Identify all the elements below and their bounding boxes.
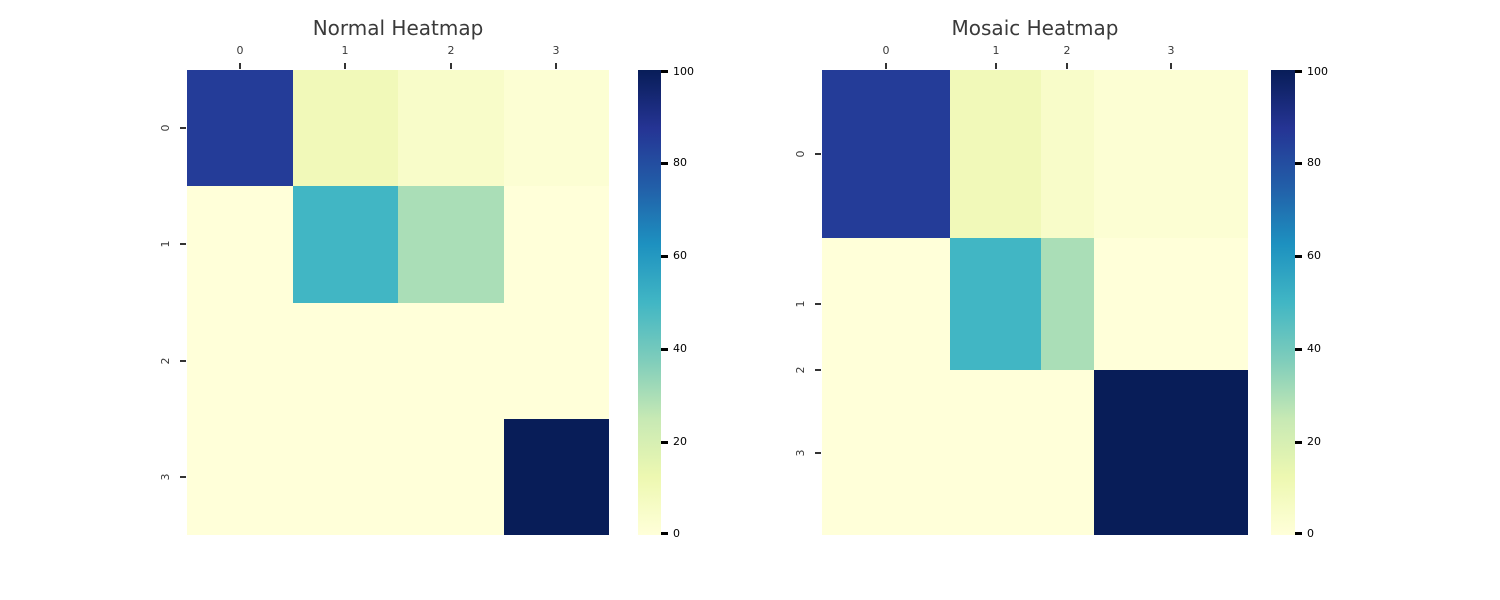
colorbar-tick-label-60: 60: [1307, 249, 1321, 262]
colorbar-tick-mark-0: [661, 532, 668, 535]
heatmap-cell-r2c1: [293, 303, 398, 419]
heatmap-cell-r1c0: [822, 238, 950, 370]
colorbar: [638, 70, 661, 535]
y-tick-mark-1: [815, 303, 821, 305]
x-tick-label-3: 3: [552, 44, 560, 57]
heatmap-cell-r3c3: [504, 419, 609, 535]
heatmap-cell-r2c0: [187, 303, 293, 419]
heatmap-cell-r3c2: [1041, 370, 1094, 535]
y-tick-label-1: 1: [794, 300, 807, 308]
colorbar-tick-mark-0: [1295, 532, 1302, 535]
heatmap-cell-r0c2: [398, 70, 504, 186]
heatmap-cell-r2c2: [398, 303, 504, 419]
colorbar-tick-mark-100: [661, 70, 668, 73]
heatmap-cell-r3c0: [822, 370, 950, 535]
colorbar-tick-mark-20: [1295, 441, 1302, 444]
colorbar-tick-mark-40: [661, 348, 668, 351]
colorbar-tick-mark-80: [661, 162, 668, 165]
colorbar-tick-label-40: 40: [673, 342, 687, 355]
y-tick-label-1: 1: [159, 240, 172, 248]
colorbar-tick-label-0: 0: [1307, 527, 1314, 540]
heatmap-cell-r0c1: [293, 70, 398, 186]
colorbar-tick-mark-100: [1295, 70, 1302, 73]
x-tick-mark-3: [555, 63, 557, 69]
colorbar-tick-label-20: 20: [1307, 435, 1321, 448]
heatmap-cell-r1c1: [950, 238, 1041, 370]
colorbar: [1271, 70, 1295, 535]
heatmap-cell-r3c1: [950, 370, 1041, 535]
x-tick-mark-0: [885, 63, 887, 69]
x-tick-mark-2: [450, 63, 452, 69]
mosaic-heatmap-grid: [822, 70, 1248, 535]
colorbar-tick-label-60: 60: [673, 249, 687, 262]
y-tick-label-2: 2: [159, 357, 172, 365]
y-tick-mark-2: [815, 369, 821, 371]
x-tick-mark-0: [239, 63, 241, 69]
heatmap-cell-r1c2: [1041, 238, 1094, 370]
colorbar-tick-label-40: 40: [1307, 342, 1321, 355]
heatmap-cell-r0c0: [822, 70, 950, 238]
x-tick-mark-3: [1170, 63, 1172, 69]
x-tick-label-1: 1: [341, 44, 349, 57]
mosaic-heatmap-title: Mosaic Heatmap: [951, 16, 1119, 40]
heatmap-cell-r0c1: [950, 70, 1041, 238]
heatmap-cell-r0c3: [1094, 70, 1248, 238]
y-tick-label-3: 3: [159, 473, 172, 481]
colorbar-tick-label-80: 80: [1307, 156, 1321, 169]
x-tick-label-0: 0: [882, 44, 890, 57]
heatmap-cell-r1c0: [187, 186, 293, 303]
x-tick-mark-1: [995, 63, 997, 69]
heatmap-cell-r3c2: [398, 419, 504, 535]
y-tick-mark-0: [180, 127, 186, 129]
heatmap-cell-r3c3: [1094, 370, 1248, 535]
x-tick-label-1: 1: [992, 44, 1000, 57]
colorbar-tick-label-20: 20: [673, 435, 687, 448]
y-tick-mark-3: [180, 476, 186, 478]
x-tick-mark-2: [1066, 63, 1068, 69]
heatmap-cell-r3c0: [187, 419, 293, 535]
heatmap-cell-r0c3: [504, 70, 609, 186]
normal-heatmap-title: Normal Heatmap: [312, 16, 484, 40]
normal-heatmap-grid: [187, 70, 609, 535]
x-tick-label-3: 3: [1167, 44, 1175, 57]
x-tick-label-2: 2: [447, 44, 455, 57]
colorbar-tick-label-100: 100: [673, 65, 694, 78]
y-tick-mark-3: [815, 452, 821, 454]
y-tick-mark-0: [815, 153, 821, 155]
colorbar-tick-label-100: 100: [1307, 65, 1328, 78]
heatmap-cell-r1c1: [293, 186, 398, 303]
colorbar-tick-label-0: 0: [673, 527, 680, 540]
colorbar-tick-label-80: 80: [673, 156, 687, 169]
y-tick-label-0: 0: [159, 124, 172, 132]
heatmap-cell-r3c1: [293, 419, 398, 535]
colorbar-tick-mark-20: [661, 441, 668, 444]
colorbar-tick-mark-60: [661, 255, 668, 258]
colorbar-tick-mark-60: [1295, 255, 1302, 258]
heatmap-cell-r0c0: [187, 70, 293, 186]
heatmap-cell-r1c2: [398, 186, 504, 303]
heatmap-cell-r1c3: [1094, 238, 1248, 370]
y-tick-mark-2: [180, 360, 186, 362]
heatmap-cell-r0c2: [1041, 70, 1094, 238]
heatmap-cell-r1c3: [504, 186, 609, 303]
y-tick-label-3: 3: [794, 449, 807, 457]
y-tick-label-2: 2: [794, 366, 807, 374]
colorbar-tick-mark-80: [1295, 162, 1302, 165]
colorbar-tick-mark-40: [1295, 348, 1302, 351]
heatmap-cell-r2c3: [504, 303, 609, 419]
x-tick-label-0: 0: [236, 44, 244, 57]
y-tick-mark-1: [180, 243, 186, 245]
y-tick-label-0: 0: [794, 150, 807, 158]
x-tick-mark-1: [344, 63, 346, 69]
x-tick-label-2: 2: [1063, 44, 1071, 57]
